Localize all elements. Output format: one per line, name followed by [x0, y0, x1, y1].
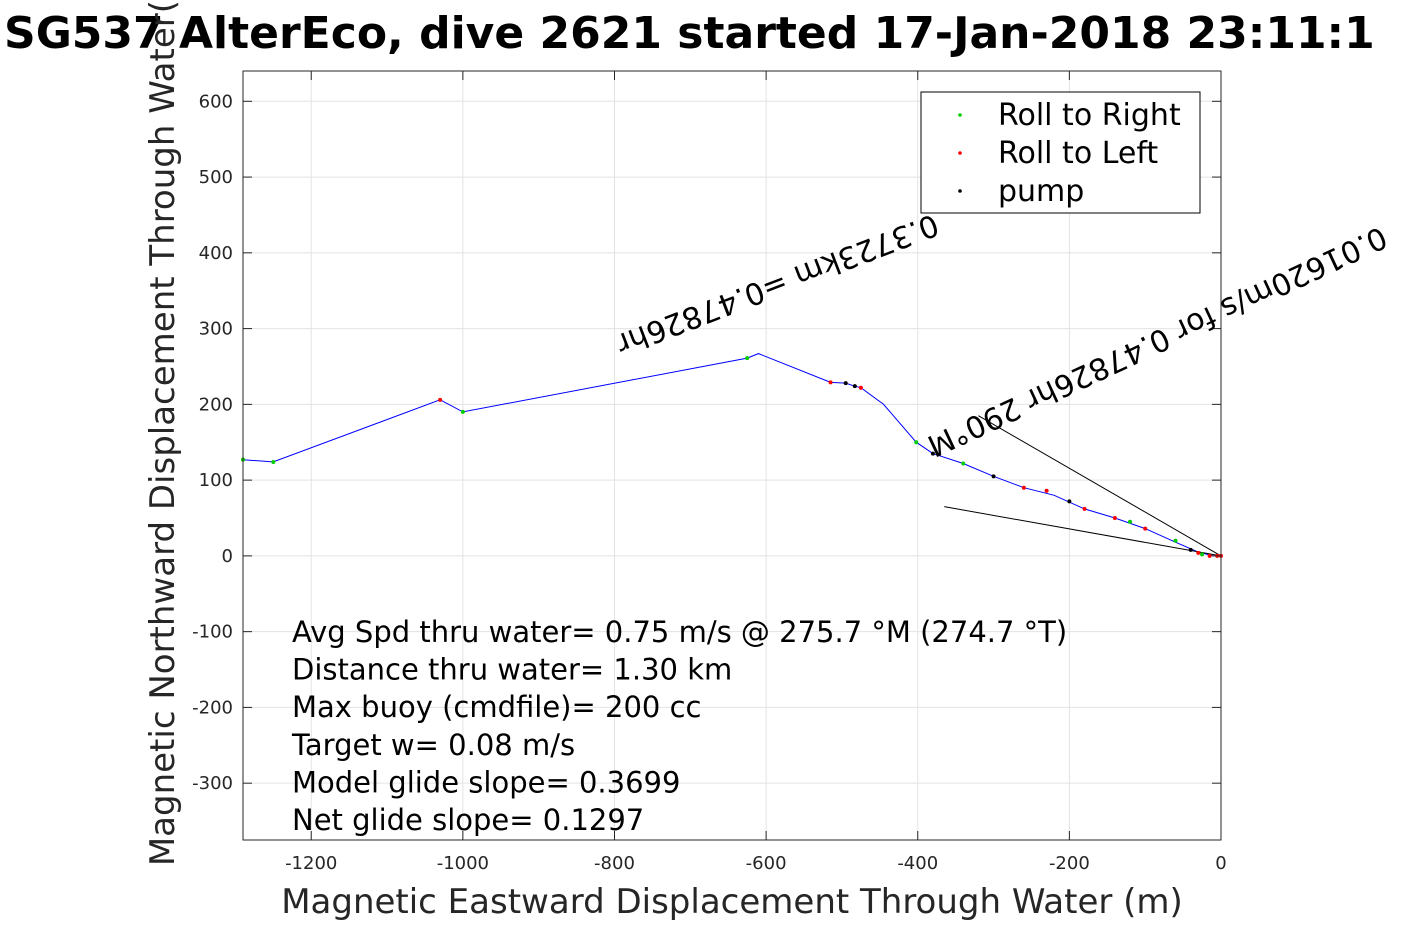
roll-right-point: [914, 440, 919, 445]
pump-point: [852, 384, 857, 389]
roll-right-point: [1173, 538, 1178, 543]
legend-label-roll-right: Roll to Right: [998, 98, 1181, 133]
legend-marker-roll-right: [958, 113, 962, 117]
stats-line: Max buoy (cmdfile)= 200 cc: [292, 690, 701, 724]
roll-right-point: [1128, 519, 1133, 524]
legend-box: [920, 91, 1201, 214]
stats-line: Target w= 0.08 m/s: [291, 728, 575, 762]
legend-label-roll-left: Roll to Left: [998, 136, 1158, 171]
x-tick-label: -600: [746, 853, 787, 874]
y-tick-label: -300: [192, 773, 233, 794]
x-tick-label: 0: [1215, 853, 1226, 874]
x-tick-label: -400: [897, 853, 938, 874]
roll-right-point: [460, 409, 465, 414]
stats-line: Distance thru water= 1.30 km: [292, 653, 732, 687]
roll-left-point: [1082, 506, 1087, 511]
legend-marker-pump: [958, 189, 962, 193]
roll-left-point: [1044, 488, 1049, 493]
plot-frame: [242, 70, 1222, 841]
legend: Roll to Right Roll to Left pump: [920, 91, 1201, 214]
y-tick-label: 400: [199, 243, 233, 264]
x-tick-label: -1000: [437, 853, 489, 874]
y-tick-label: -100: [192, 622, 233, 643]
chart-title: SG537 AlterEco, dive 2621 started 17-Jan…: [4, 8, 1375, 59]
pump-point: [930, 451, 935, 456]
stats-line: Model glide slope= 0.3699: [292, 765, 680, 799]
x-tick-label: -800: [594, 853, 635, 874]
stats-text-block: Avg Spd thru water= 0.75 m/s @ 275.7 °M …: [291, 615, 1067, 837]
roll-left-point: [1196, 550, 1201, 555]
x-axis-label: Magnetic Eastward Displacement Through W…: [281, 882, 1183, 922]
y-tick-label: 500: [199, 167, 233, 188]
stats-line: Net glide slope= 0.1297: [292, 803, 644, 837]
x-tick-label: -200: [1049, 853, 1090, 874]
roll-right-point: [745, 356, 750, 361]
axis-ticks: -1200 -1000 -800 -600 -400 -200 0-300-200-1000…: [192, 71, 1227, 874]
track-layer: [242, 353, 1222, 557]
x-tick-label: -1200: [285, 853, 337, 874]
roll-left-point: [1207, 553, 1212, 558]
y-tick-label: 100: [199, 470, 233, 491]
legend-label-pump: pump: [998, 174, 1084, 209]
y-tick-label: -200: [192, 697, 233, 718]
y-tick-label: 0: [222, 546, 233, 567]
current-vector-line: [944, 506, 1222, 557]
pump-point: [843, 381, 848, 386]
roll-right-point: [1200, 552, 1205, 557]
pump-point: [991, 474, 996, 479]
stats-line: Avg Spd thru water= 0.75 m/s @ 275.7 °M …: [292, 615, 1067, 649]
roll-left-point: [1112, 516, 1117, 521]
current-vector-line: [978, 415, 1222, 557]
roll-left-point: [828, 380, 833, 385]
pump-point: [1188, 547, 1193, 552]
glider-track-line: [242, 353, 1221, 557]
roll-left-point: [1143, 526, 1148, 531]
y-axis-label: Magnetic Northward Displacement Through …: [143, 0, 183, 866]
legend-marker-roll-left: [958, 151, 962, 155]
roll-right-point: [271, 459, 276, 464]
y-tick-label: 200: [199, 394, 233, 415]
pump-point: [1067, 499, 1072, 504]
y-tick-label: 600: [199, 91, 233, 112]
y-tick-label: 300: [199, 319, 233, 340]
marker-layer: [241, 356, 1223, 558]
roll-left-point: [858, 385, 863, 390]
roll-left-point: [438, 397, 443, 402]
roll-left-point: [1021, 485, 1026, 490]
roll-right-point: [961, 461, 966, 466]
